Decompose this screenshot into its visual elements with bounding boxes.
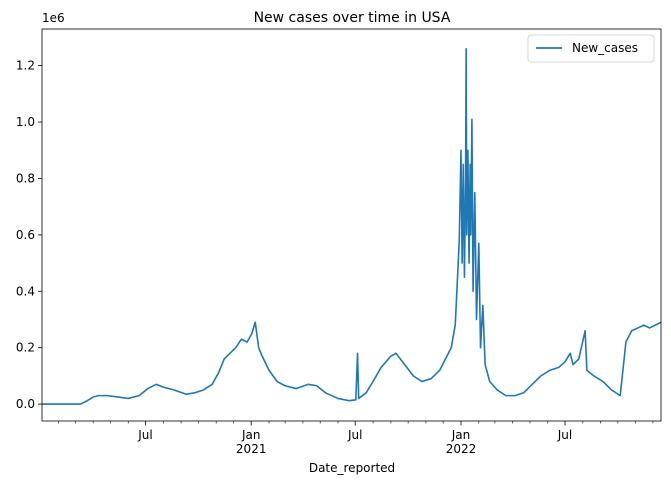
x-tick-label: Jan (241, 428, 261, 442)
series-line-new-cases (42, 47, 662, 405)
x-tick-label: Jul (137, 428, 152, 442)
plot-area-frame (41, 28, 662, 422)
y-tick-label: 0.2 (16, 341, 35, 355)
y-tick-label: 0.0 (16, 397, 35, 411)
y-scale-offset-label: 1e6 (42, 11, 65, 25)
y-tick-label: 0.8 (16, 171, 35, 185)
y-tick-label: 1.2 (16, 59, 35, 73)
x-axis-title: Date_reported (309, 461, 395, 475)
legend-label: New_cases (572, 41, 638, 55)
x-tick-label: Jan (451, 428, 471, 442)
x-tick-year-label: 2022 (446, 442, 477, 456)
x-tick-year-label: 2021 (236, 442, 267, 456)
legend-box (527, 34, 655, 63)
chart-title: New cases over time in USA (254, 10, 451, 26)
series-layer (41, 47, 662, 405)
y-tick-label: 0.6 (16, 228, 35, 242)
y-tick-label: 0.4 (16, 284, 35, 298)
x-tick-label: Jul (557, 428, 572, 442)
y-tick-label: 1.0 (16, 115, 35, 129)
x-tick-label: Jul (347, 428, 362, 442)
y-axis-ticks: 0.0 0.2 0.4 0.6 0.8 1.0 1.2 (16, 59, 42, 411)
legend: New_cases (527, 34, 655, 63)
